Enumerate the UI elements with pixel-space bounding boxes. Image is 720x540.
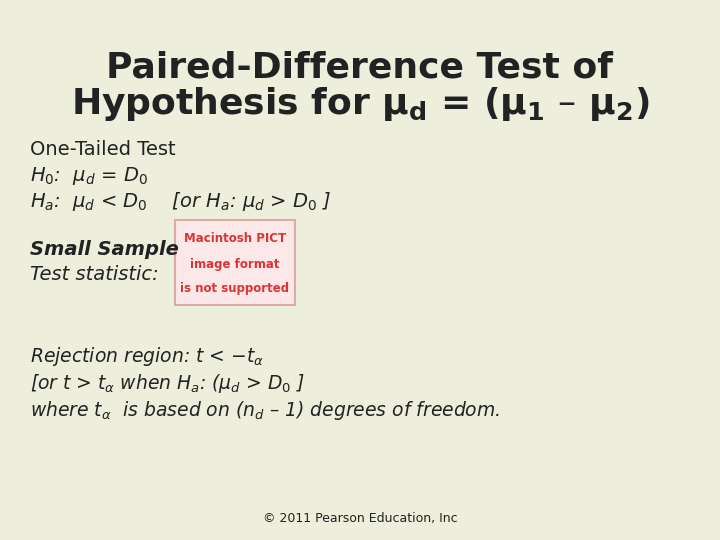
- Text: $H_0$:  $\mu_d$ = $D_0$: $H_0$: $\mu_d$ = $D_0$: [30, 165, 148, 187]
- Text: image format: image format: [190, 258, 280, 271]
- Text: Macintosh PICT: Macintosh PICT: [184, 232, 286, 245]
- Text: is not supported: is not supported: [181, 282, 289, 295]
- Text: Hypothesis for $\mathbf{\mu_d}$ = ($\mathbf{\mu_1}$ – $\mathbf{\mu_2}$): Hypothesis for $\mathbf{\mu_d}$ = ($\mat…: [71, 85, 649, 123]
- Text: One-Tailed Test: One-Tailed Test: [30, 140, 176, 159]
- Text: $\it{Rejection\ region}$: $t$ < $-t_{\alpha}$: $\it{Rejection\ region}$: $t$ < $-t_{\al…: [30, 345, 264, 368]
- Text: Small Sample: Small Sample: [30, 240, 179, 259]
- Text: [or $t$ > $t_{\alpha}$ when $H_a$: ($\mu_d$ > $D_0$ ]: [or $t$ > $t_{\alpha}$ when $H_a$: ($\mu…: [30, 372, 305, 395]
- Text: Paired-Difference Test of: Paired-Difference Test of: [107, 50, 613, 84]
- FancyBboxPatch shape: [175, 220, 295, 305]
- Text: where $t_{\alpha}$  is based on ($n_d$ – 1) degrees of freedom.: where $t_{\alpha}$ is based on ($n_d$ – …: [30, 399, 500, 422]
- Text: Test statistic:: Test statistic:: [30, 265, 158, 284]
- Text: $H_a$:  $\mu_d$ < $D_0$    [or $H_a$: $\mu_d$ > $D_0$ ]: $H_a$: $\mu_d$ < $D_0$ [or $H_a$: $\mu_d…: [30, 190, 331, 213]
- Text: © 2011 Pearson Education, Inc: © 2011 Pearson Education, Inc: [263, 512, 457, 525]
